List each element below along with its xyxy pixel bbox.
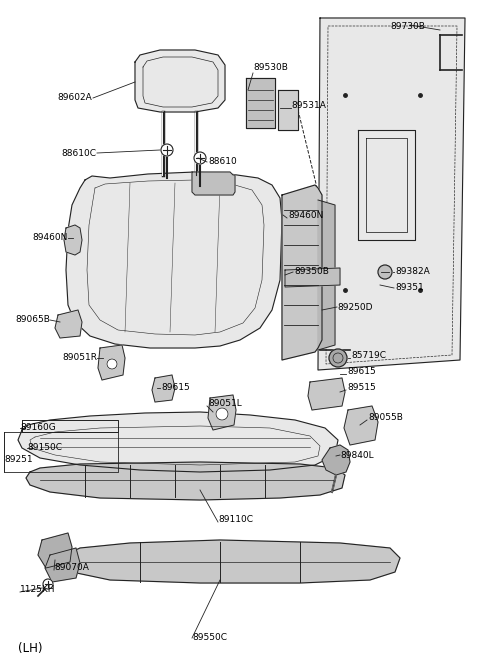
- Polygon shape: [322, 445, 350, 475]
- Polygon shape: [278, 90, 298, 130]
- Text: 89460N: 89460N: [33, 233, 68, 242]
- Polygon shape: [308, 378, 345, 410]
- Circle shape: [378, 265, 392, 279]
- Text: 89051R: 89051R: [62, 354, 97, 362]
- Polygon shape: [246, 78, 275, 128]
- Text: 89515: 89515: [347, 383, 376, 392]
- Polygon shape: [66, 172, 282, 348]
- Text: 89251: 89251: [4, 455, 33, 464]
- Polygon shape: [208, 395, 236, 430]
- Circle shape: [216, 408, 228, 420]
- Polygon shape: [26, 462, 345, 500]
- Text: 89602A: 89602A: [57, 94, 92, 102]
- Text: 89530B: 89530B: [253, 64, 288, 73]
- Circle shape: [161, 144, 173, 156]
- Text: 85719C: 85719C: [351, 350, 386, 360]
- Text: 89150C: 89150C: [27, 443, 62, 453]
- Polygon shape: [62, 540, 400, 583]
- Polygon shape: [344, 406, 378, 445]
- Text: 89351: 89351: [395, 284, 424, 293]
- Text: 89350B: 89350B: [294, 267, 329, 276]
- Text: 89615: 89615: [347, 367, 376, 377]
- Text: 89615: 89615: [161, 383, 190, 392]
- Polygon shape: [285, 268, 340, 287]
- Text: 1125KH: 1125KH: [20, 586, 56, 595]
- Text: 89382A: 89382A: [395, 267, 430, 276]
- Polygon shape: [318, 200, 335, 350]
- Circle shape: [43, 579, 53, 589]
- Polygon shape: [18, 412, 338, 472]
- Circle shape: [107, 359, 117, 369]
- Polygon shape: [135, 50, 225, 112]
- Circle shape: [194, 152, 206, 164]
- Text: 89550C: 89550C: [192, 633, 227, 643]
- Polygon shape: [152, 375, 175, 402]
- Text: 89070A: 89070A: [54, 563, 89, 572]
- Text: 89460N: 89460N: [288, 210, 324, 219]
- Polygon shape: [318, 18, 465, 370]
- Text: 89160G: 89160G: [20, 424, 56, 432]
- Text: 89250D: 89250D: [337, 303, 372, 312]
- Text: 88610C: 88610C: [61, 149, 96, 157]
- Circle shape: [329, 349, 347, 367]
- Polygon shape: [282, 185, 322, 360]
- Text: 89110C: 89110C: [218, 515, 253, 525]
- Text: 89531A: 89531A: [291, 100, 326, 109]
- Polygon shape: [38, 533, 72, 568]
- Polygon shape: [192, 172, 235, 195]
- Text: 89730B: 89730B: [390, 22, 425, 31]
- Polygon shape: [64, 225, 82, 255]
- Text: 89055B: 89055B: [368, 413, 403, 422]
- Polygon shape: [45, 548, 80, 582]
- Polygon shape: [98, 345, 125, 380]
- Text: 88610: 88610: [208, 157, 237, 166]
- Text: (LH): (LH): [18, 642, 43, 655]
- Polygon shape: [55, 310, 82, 338]
- Text: 89051L: 89051L: [208, 398, 242, 407]
- Text: 89065B: 89065B: [15, 316, 50, 324]
- Text: 89840L: 89840L: [340, 451, 373, 460]
